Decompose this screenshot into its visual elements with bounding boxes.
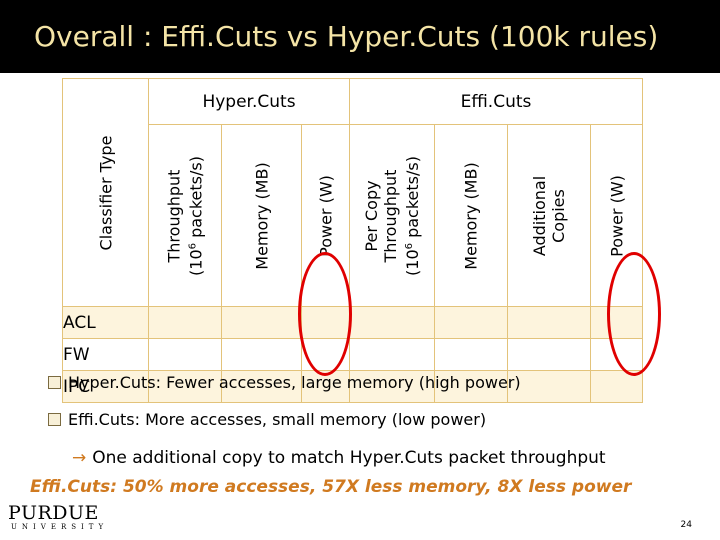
column-header-ec-additional-copies: Additional Copies [507,124,591,307]
column-header-text-2: Copies [549,188,568,243]
column-header-text: Throughput [164,169,184,262]
column-header-text: Power (W) [316,174,335,257]
table-cell [221,370,302,403]
highlight-ellipse-hc-power [298,252,352,376]
checkbox-bullet-icon [48,376,61,389]
table-row-acl: ACL [62,306,643,339]
page-number: 24 [680,520,692,530]
table-cell [221,338,302,371]
table-row-fw: FW [62,338,643,371]
column-header-text: Memory (MB) [461,161,481,270]
table-cell [349,306,435,339]
bullet-text: Hyper.Cuts: Fewer accesses, large memory… [68,373,521,392]
column-header-ec-per-copy-throughput: Per Copy Throughput (106 packets/s) [349,124,435,307]
classifier-type-label: Classifier Type [96,135,115,250]
logo-main-text: PURDUE [8,502,99,524]
arrow-note: → One additional copy to match Hyper.Cuts… [72,448,606,468]
column-header-text: Per Copy [361,179,381,252]
group-header-hypercuts: Hyper.Cuts [148,78,350,125]
table-row-ipc: IPC [62,370,643,403]
row-label-acl: ACL [62,306,149,339]
column-header-text-2: Throughput [380,169,400,262]
slide-title: Overall : Effi.Cuts vs Hyper.Cuts (100k … [0,0,720,73]
table-cell [349,338,435,371]
checkbox-bullet-icon [48,413,61,426]
table-cell [507,370,591,403]
column-header-text: Power (W) [607,174,626,257]
row-label-fw: FW [62,338,149,371]
column-header-text: Additional [530,175,549,256]
column-header-hc-memory: Memory (MB) [221,124,302,307]
arrow-right-icon: → [72,448,87,468]
column-header-unit: (10 [186,248,206,276]
column-header-ec-memory: Memory (MB) [434,124,508,307]
table-cell [221,306,302,339]
table-cell [434,370,508,403]
table-cell [434,338,508,371]
row-label-ipc: IPC [62,370,149,403]
table-cell [349,370,435,403]
table-cell [148,338,222,371]
bullet-hypercuts: Hyper.Cuts: Fewer accesses, large memory… [48,373,521,392]
arrow-note-text: One additional copy to match Hyper.Cuts … [92,448,606,468]
table-cell [148,306,222,339]
purdue-logo: PURDUE UNIVERSITY [8,503,108,532]
table-cell [507,338,591,371]
group-header-efficuts: Effi.Cuts [349,78,643,125]
column-header-unit-suffix: packets/s) [186,155,206,243]
column-header-exponent: 6 [187,242,199,249]
table-cell [434,306,508,339]
column-header-text: Memory (MB) [252,161,271,270]
table-cell [507,306,591,339]
highlight-ellipse-ec-power [607,252,661,376]
bullet-efficuts: Effi.Cuts: More accesses, small memory (… [48,410,486,429]
comparison-table: Classifier Type Hyper.Cuts Effi.Cuts Thr… [62,78,643,403]
column-header-unit: (10 [403,248,423,276]
classifier-type-header: Classifier Type [62,78,149,307]
column-header-exponent: 6 [403,242,415,249]
logo-sub-text: UNIVERSITY [11,523,109,531]
bullet-text: Effi.Cuts: More accesses, small memory (… [68,410,487,429]
summary-statement: Effi.Cuts: 50% more accesses, 57X less m… [30,477,632,497]
column-header-unit-suffix: packets/s) [403,155,423,243]
column-header-hc-throughput: Throughput (106 packets/s) [148,124,222,307]
table-cell [148,370,222,403]
